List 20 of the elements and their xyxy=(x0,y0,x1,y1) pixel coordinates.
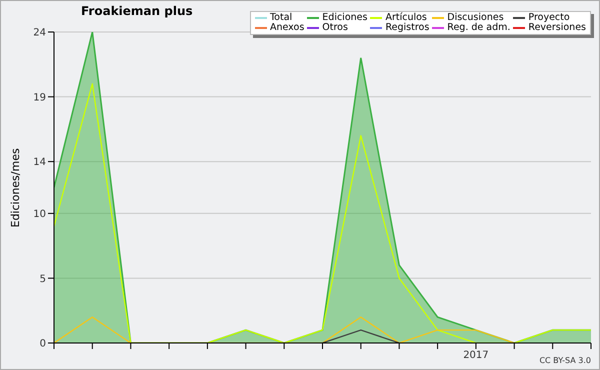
legend-label: Artículos xyxy=(385,12,427,23)
legend-label: Registros xyxy=(385,22,430,33)
y-tick-label: 10 xyxy=(33,208,46,220)
text: CC BY-SA 3.0 xyxy=(539,356,591,365)
chart-title: Froakieman plus xyxy=(81,4,193,18)
x-tick-label: 2017 xyxy=(463,350,489,362)
legend-label: Total xyxy=(270,12,292,23)
legend-label: Otros xyxy=(322,22,348,33)
y-tick-label: 0 xyxy=(40,338,46,350)
y-tick-label: 19 xyxy=(33,92,46,104)
legend-label: Ediciones xyxy=(322,12,368,23)
legend-label: Discusiones xyxy=(447,12,504,23)
y-tick-label: 5 xyxy=(40,274,46,285)
legend-label: Reversiones xyxy=(528,22,586,33)
legend-label: Reg. de adm. xyxy=(447,22,510,33)
y-tick-label: 24 xyxy=(33,28,46,39)
y-tick-label: 14 xyxy=(33,157,46,168)
legend-label: Proyecto xyxy=(528,12,570,23)
y-axis-title: Ediciones/mes xyxy=(8,148,22,228)
legend-label: Anexos xyxy=(270,22,304,33)
